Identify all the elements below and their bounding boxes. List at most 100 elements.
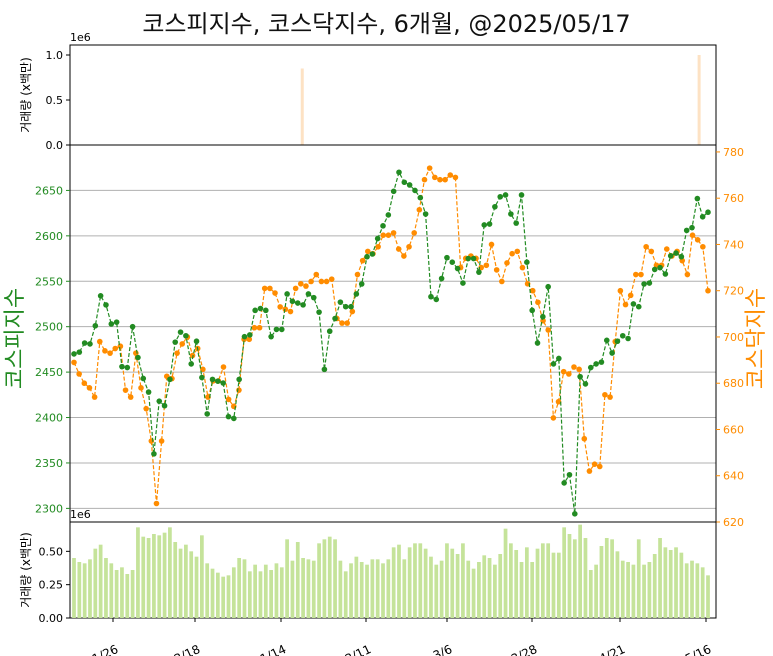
kospi-point-80 [497,193,504,200]
kosdaq-point-64 [401,253,407,259]
bottom-volume-bar-16 [157,535,162,618]
kosdaq-point-34 [246,336,253,343]
top-ytick-label-1: 0.5 [46,94,64,107]
bottom-volume-bar-119 [706,575,710,618]
kospi-point-49 [332,315,338,322]
chart-title: 코스피지수, 코스닥지수, 6개월, @2025/05/17 [142,10,631,38]
bottom-volume-bar-87 [535,548,540,618]
kosdaq-point-70 [432,174,438,181]
bottom-volume-bar-51 [343,571,348,618]
bottom-volume-bar-36 [263,564,268,618]
bottom-volume-bar-86 [530,562,535,618]
kosdaq-point-94 [555,398,562,405]
kospi-point-38 [273,326,280,333]
bottom-volume-bar-105 [631,564,636,618]
bottom-volume-bar-38 [274,563,279,618]
kospi-point-15 [151,451,157,457]
kospi-point-26 [209,376,216,383]
kospi-point-68 [433,296,440,303]
bottom-volume-bar-73 [461,543,465,618]
kosdaq-point-1 [76,371,82,377]
bottom-volume-bar-116 [690,560,694,618]
kosdaq-point-13 [138,385,144,391]
bottom-volume-bar-43 [301,558,305,618]
bottom-volume-bar-3 [88,559,92,618]
kospi-point-10 [124,364,131,371]
kospi-point-98 [593,361,599,367]
kosdaq-point-84 [504,260,510,266]
bottom-volume-bar-37 [269,570,273,618]
kosdaq-point-0 [71,359,77,366]
kospi-point-77 [481,222,488,228]
kospi-point-41 [289,298,296,305]
bottom-volume-bar-12 [136,527,140,618]
bottom-volume-bar-46 [317,543,321,618]
bottom-volume-bar-94 [572,539,577,618]
kosdaq-point-108 [627,292,634,299]
kospi-point-37 [268,333,274,340]
bottom-volume-bar-101 [610,539,614,618]
kospi-point-17 [161,402,168,409]
bottom-volume-bar-45 [311,560,316,618]
bottom-volume-bar-18 [168,527,172,618]
bottom-volume-bar-82 [509,543,513,618]
kosdaq-point-50 [328,276,335,282]
kospi-point-25 [204,411,210,417]
kospi-point-19 [172,339,179,345]
bottom-ytick-label-2: 0.50 [39,545,64,558]
kospi-point-97 [587,364,594,371]
kosdaq-point-72 [442,176,448,183]
kosdaq-point-81 [488,241,495,248]
bottom-volume-bar-115 [684,563,689,618]
kospi-point-88 [540,313,546,320]
kospi-point-44 [305,291,312,297]
kospi-point-5 [97,293,104,299]
xtick-label-1: 12/18 [165,642,202,656]
bottom-volume-bar-68 [434,564,439,618]
kosdaq-point-99 [581,435,588,442]
bottom-volume-bar-93 [567,534,572,618]
bottom-volume-bar-69 [439,560,444,618]
bottom-volume-bar-97 [588,570,593,618]
bottom-volume-bar-33 [247,571,252,618]
kospi-point-71 [449,259,456,265]
kospi-point-105 [630,301,637,307]
kosdaq-point-67 [416,206,423,213]
kosdaq-point-29 [220,364,227,370]
kosdaq-point-60 [380,232,387,239]
kosdaq-point-97 [571,364,577,370]
kosdaq-point-69 [426,165,433,171]
kospi-point-114 [678,253,685,260]
bottom-volume-bar-79 [493,564,497,618]
kosdaq-point-120 [689,232,696,239]
bottom-volume-bar-104 [626,562,630,618]
bottom-volume-bar-49 [333,539,337,618]
bottom-volume-bar-29 [226,575,231,618]
kosdaq-point-17 [158,438,165,444]
kospi-point-54 [358,281,365,287]
bottom-volume-bar-53 [354,556,359,618]
top-volume-bar-1 [697,55,701,145]
bottom-volume-bar-66 [423,548,428,618]
bottom-volume-bar-84 [519,562,524,618]
bottom-volume-bar-117 [695,563,700,618]
bottom-volume-bar-75 [471,568,476,618]
kosdaq-point-8 [112,345,119,352]
kospi-point-45 [310,294,317,301]
xtick-label-2: 1/14 [258,642,288,656]
bottom-volume-bar-31 [237,558,242,618]
bottom-volume-bar-89 [546,543,551,618]
bottom-volume-bar-74 [466,560,471,618]
bottom-volume-bar-100 [604,538,609,618]
bottom-volume-bar-26 [210,568,215,618]
kospi-point-69 [438,275,445,282]
bottom-volume-bar-108 [647,562,652,618]
kospi-point-48 [326,328,333,335]
bottom-volume-bar-40 [285,539,289,618]
bottom-volume-bar-113 [674,547,678,618]
kosdaq-point-73 [447,172,454,178]
top-volume-bar-0 [300,68,304,145]
kospi-point-111 [662,271,669,277]
kosdaq-point-56 [359,257,366,264]
